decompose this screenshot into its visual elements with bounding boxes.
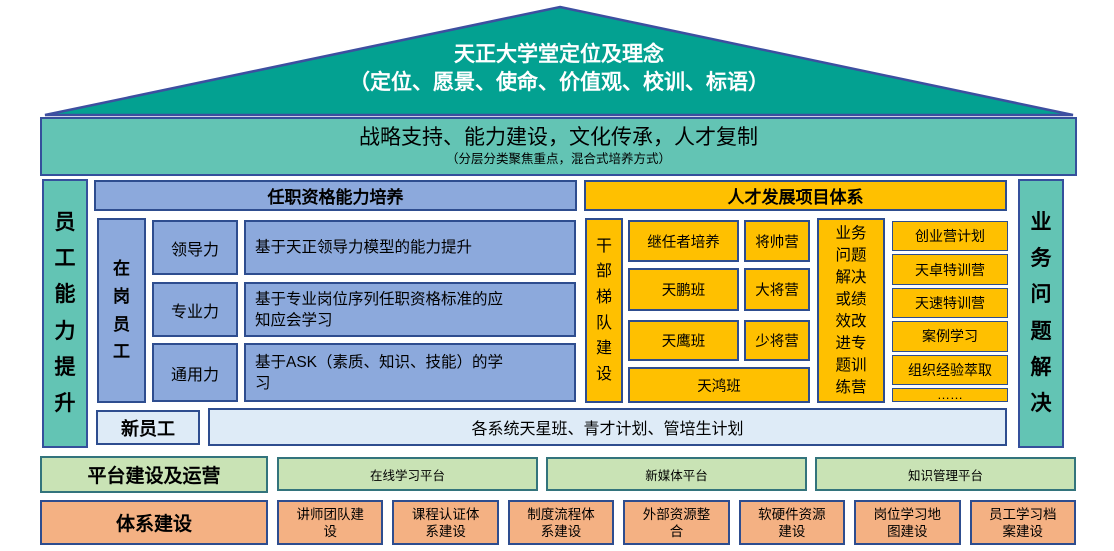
program-jiangshuai-camp: 将帅营 [744,220,810,262]
right-bar-label: 业务问题解决 [1030,211,1052,415]
capability-leadership-desc: 基于天正领导力模型的能力提升 [244,220,576,275]
program-list: 创业营计划 天卓特训营 天速特训营 案例学习 组织经验萃取 …… [892,221,1008,403]
program-tianzhuo-camp: 天卓特训营 [892,254,1008,285]
program-ellipsis: …… [892,388,1008,403]
system-items: 讲师团队建 设 课程认证体 系建设 制度流程体 系建设 外部资源整 合 软硬件资… [277,500,1076,545]
new-employee-block: 新员工 [96,410,200,445]
system-course-certification: 课程认证体 系建设 [392,500,499,545]
special-training-camp-block: 业务问题解决或绩效改进专题训练营 [817,218,885,403]
system-external-resources: 外部资源整 合 [623,500,730,545]
qualification-header: 任职资格能力培养 [94,180,577,211]
strategy-banner-title: 战略支持、能力建设，文化传承，人才复制 [359,126,758,149]
talent-header: 人才发展项目体系 [584,180,1007,211]
system-process-system: 制度流程体 系建设 [507,500,615,545]
left-bar-label: 员工能力提升 [54,211,76,415]
on-job-employee-block: 在岗员工 [97,218,146,403]
platform-knowledge-management: 知识管理平台 [815,457,1076,491]
new-employee-programs: 各系统天星班、青才计划、管培生计划 [208,408,1007,446]
program-shaojiang-camp: 少将营 [744,320,810,361]
cadre-echelon-label: 干部梯队建设 [595,237,612,383]
program-successor-training: 继任者培养 [628,220,739,262]
program-entrepreneur-camp: 创业营计划 [892,221,1008,252]
right-bar-business-problem: 业务问题解决 [1018,179,1064,448]
program-tiansu-camp: 天速特训营 [892,287,1008,319]
system-hardware-software: 软硬件资源 建设 [738,500,846,545]
program-dajiang-camp: 大将营 [744,268,810,311]
on-job-employee-label: 在岗员工 [113,259,130,362]
capability-leadership: 领导力 [152,220,238,275]
roof-subtitle: （定位、愿景、使命、价值观、校训、标语） [349,71,769,94]
capability-general: 通用力 [152,343,238,402]
left-bar-employee-capability: 员工能力提升 [42,179,88,448]
program-tianhong-class: 天鸿班 [628,367,810,403]
platform-items: 在线学习平台 新媒体平台 知识管理平台 [277,457,1076,491]
capability-professional: 专业力 [152,282,238,337]
program-tianpeng-class: 天鹏班 [628,268,739,311]
capability-professional-desc: 基于专业岗位序列任职资格标准的应 知应会学习 [244,282,576,337]
cadre-echelon-block: 干部梯队建设 [585,218,623,403]
system-learning-archive: 员工学习档 案建设 [969,500,1076,545]
program-experience-extraction: 组织经验萃取 [892,354,1008,386]
system-section-label: 体系建设 [40,500,268,545]
platform-section-label: 平台建设及运营 [40,456,268,493]
program-case-study: 案例学习 [892,321,1008,352]
system-learning-map: 岗位学习地 图建设 [854,500,961,545]
program-tianying-class: 天鹰班 [628,320,739,361]
roof-title: 天正大学堂定位及理念 [454,43,664,66]
system-lecturer-team: 讲师团队建 设 [277,500,384,545]
strategy-banner: 战略支持、能力建设，文化传承，人才复制 （分层分类聚焦重点，混合式培养方式） [40,117,1077,176]
capability-general-desc: 基于ASK（素质、知识、技能）的学 习 [244,343,576,402]
platform-online-learning: 在线学习平台 [277,457,538,491]
strategy-banner-subtitle: （分层分类聚焦重点，混合式培养方式） [445,152,671,166]
platform-new-media: 新媒体平台 [546,457,807,491]
